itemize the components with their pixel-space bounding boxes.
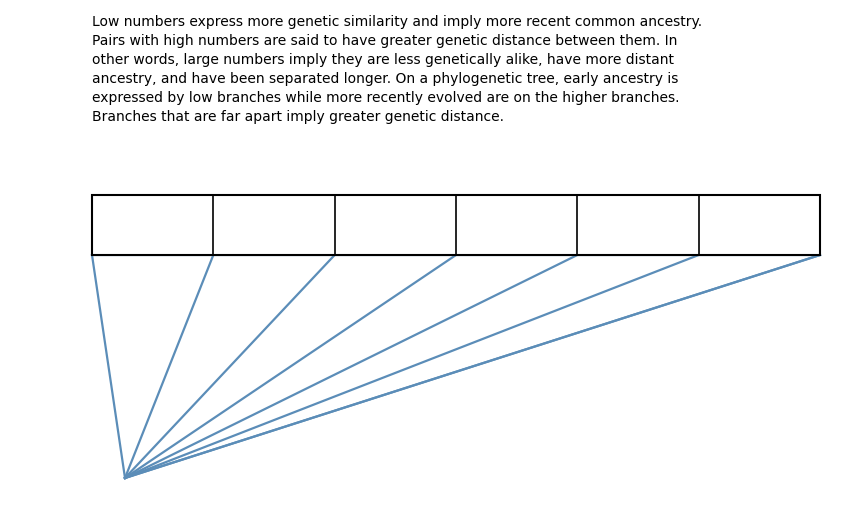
Bar bbox=[92, 195, 820, 255]
Text: Low numbers express more genetic similarity and imply more recent common ancestr: Low numbers express more genetic similar… bbox=[92, 15, 702, 124]
